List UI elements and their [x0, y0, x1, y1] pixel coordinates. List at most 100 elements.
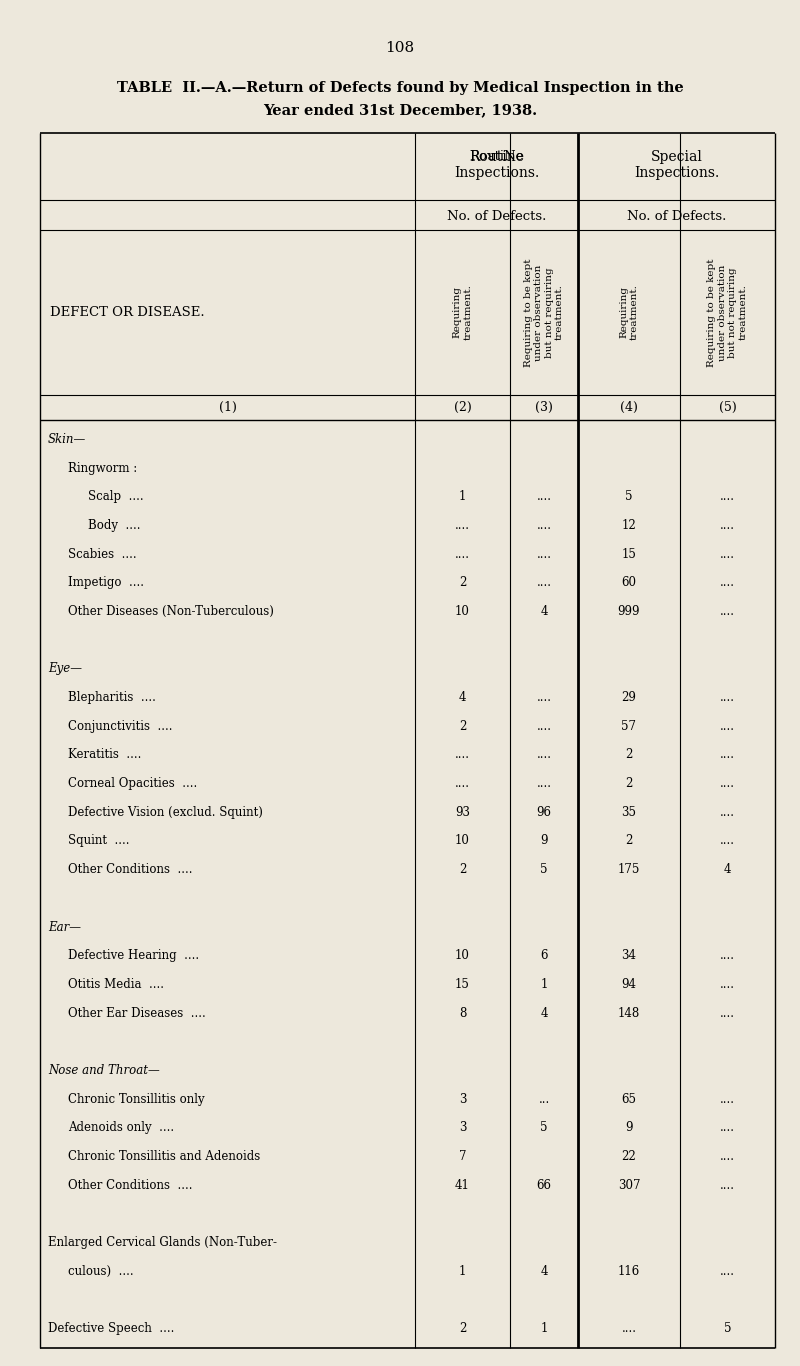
Text: Scalp  ....: Scalp .... [88, 490, 144, 503]
Text: ....: .... [455, 548, 470, 560]
Text: No. of Defects.: No. of Defects. [627, 209, 726, 223]
Text: ....: .... [720, 1179, 735, 1191]
Text: ....: .... [537, 576, 551, 589]
Text: 1: 1 [459, 490, 466, 503]
Text: No. of Defects.: No. of Defects. [447, 209, 546, 223]
Text: ....: .... [537, 720, 551, 732]
Text: ....: .... [537, 749, 551, 761]
Text: Defective Vision (exclud. Squint): Defective Vision (exclud. Squint) [68, 806, 263, 818]
Text: 1: 1 [540, 978, 548, 990]
Text: 8: 8 [459, 1007, 466, 1019]
Text: Eye—: Eye— [48, 663, 82, 675]
Text: Other Diseases (Non-Tuberculous): Other Diseases (Non-Tuberculous) [68, 605, 274, 617]
Text: 15: 15 [622, 548, 637, 560]
Text: ....: .... [537, 490, 551, 503]
Text: Defective Hearing  ....: Defective Hearing .... [68, 949, 199, 962]
Text: Ringworm :: Ringworm : [68, 462, 138, 474]
Text: ....: .... [537, 691, 551, 703]
Text: Nose and Throat—: Nose and Throat— [48, 1064, 160, 1076]
Text: Scabies  ....: Scabies .... [68, 548, 137, 560]
Text: ....: .... [622, 1322, 637, 1335]
Text: 2: 2 [626, 749, 633, 761]
Text: 5: 5 [626, 490, 633, 503]
Text: 307: 307 [618, 1179, 640, 1191]
Text: 93: 93 [455, 806, 470, 818]
Text: 35: 35 [622, 806, 637, 818]
Text: Otitis Media  ....: Otitis Media .... [68, 978, 164, 990]
Text: (2): (2) [454, 402, 471, 414]
Text: 94: 94 [622, 978, 637, 990]
Text: 4: 4 [724, 863, 731, 876]
Text: 12: 12 [622, 519, 636, 531]
Text: 15: 15 [455, 978, 470, 990]
Text: 999: 999 [618, 605, 640, 617]
Text: 116: 116 [618, 1265, 640, 1277]
Text: 4: 4 [458, 691, 466, 703]
Text: 2: 2 [459, 1322, 466, 1335]
Text: (5): (5) [718, 402, 736, 414]
Text: 2: 2 [459, 720, 466, 732]
Text: DEFECT OR DISEASE.: DEFECT OR DISEASE. [50, 306, 205, 320]
Text: 41: 41 [455, 1179, 470, 1191]
Text: ....: .... [720, 691, 735, 703]
Text: ....: .... [537, 777, 551, 790]
Text: Impetigo  ....: Impetigo .... [68, 576, 144, 589]
Text: Year ended 31st December, 1938.: Year ended 31st December, 1938. [263, 102, 537, 117]
Text: ....: .... [720, 1150, 735, 1162]
Text: 4: 4 [540, 605, 548, 617]
Text: Adenoids only  ....: Adenoids only .... [68, 1121, 174, 1134]
Text: 66: 66 [537, 1179, 551, 1191]
Text: ....: .... [720, 548, 735, 560]
Text: 6: 6 [540, 949, 548, 962]
Text: 3: 3 [458, 1121, 466, 1134]
Text: Requiring to be kept
under observation
but not requiring
treatment.: Requiring to be kept under observation b… [707, 258, 747, 366]
Text: Other Conditions  ....: Other Conditions .... [68, 863, 193, 876]
Text: Enlarged Cervical Glands (Non-Tuber-: Enlarged Cervical Glands (Non-Tuber- [48, 1236, 277, 1249]
Text: 4: 4 [540, 1007, 548, 1019]
Text: 10: 10 [455, 835, 470, 847]
Text: 22: 22 [622, 1150, 636, 1162]
Text: 10: 10 [455, 949, 470, 962]
Text: ....: .... [720, 576, 735, 589]
Text: 29: 29 [622, 691, 637, 703]
Text: 2: 2 [626, 777, 633, 790]
Text: ....: .... [537, 519, 551, 531]
Text: Keratitis  ....: Keratitis .... [68, 749, 142, 761]
Text: culous)  ....: culous) .... [68, 1265, 134, 1277]
Text: 5: 5 [540, 1121, 548, 1134]
Text: 3: 3 [458, 1093, 466, 1105]
Text: Inspections.: Inspections. [634, 167, 719, 180]
Text: 1: 1 [459, 1265, 466, 1277]
Text: ....: .... [720, 806, 735, 818]
Text: 175: 175 [618, 863, 640, 876]
Text: 4: 4 [540, 1265, 548, 1277]
Text: Squint  ....: Squint .... [68, 835, 130, 847]
Text: Other Conditions  ....: Other Conditions .... [68, 1179, 193, 1191]
Text: Blepharitis  ....: Blepharitis .... [68, 691, 156, 703]
Text: 5: 5 [724, 1322, 731, 1335]
Text: Chronic Tonsillitis only: Chronic Tonsillitis only [68, 1093, 205, 1105]
Text: ....: .... [720, 490, 735, 503]
Text: 2: 2 [459, 576, 466, 589]
Text: ....: .... [720, 1265, 735, 1277]
Text: Requiring to be kept
under observation
but not requiring
treatment.: Requiring to be kept under observation b… [524, 258, 564, 366]
Text: ....: .... [720, 949, 735, 962]
Text: Requiring
treatment.: Requiring treatment. [453, 284, 472, 340]
Text: Corneal Opacities  ....: Corneal Opacities .... [68, 777, 198, 790]
Text: 57: 57 [622, 720, 637, 732]
Text: ....: .... [720, 519, 735, 531]
Text: ....: .... [455, 777, 470, 790]
Text: 9: 9 [540, 835, 548, 847]
Text: 7: 7 [458, 1150, 466, 1162]
Text: ....: .... [455, 749, 470, 761]
Text: Routine: Routine [469, 150, 524, 164]
Text: Defective Speech  ....: Defective Speech .... [48, 1322, 174, 1335]
Text: (3): (3) [535, 402, 553, 414]
Text: ....: .... [720, 978, 735, 990]
Text: 34: 34 [622, 949, 637, 962]
Text: 96: 96 [537, 806, 551, 818]
Text: Conjunctivitis  ....: Conjunctivitis .... [68, 720, 173, 732]
Text: ....: .... [720, 835, 735, 847]
Text: Special: Special [650, 150, 702, 164]
Text: Body  ....: Body .... [88, 519, 141, 531]
